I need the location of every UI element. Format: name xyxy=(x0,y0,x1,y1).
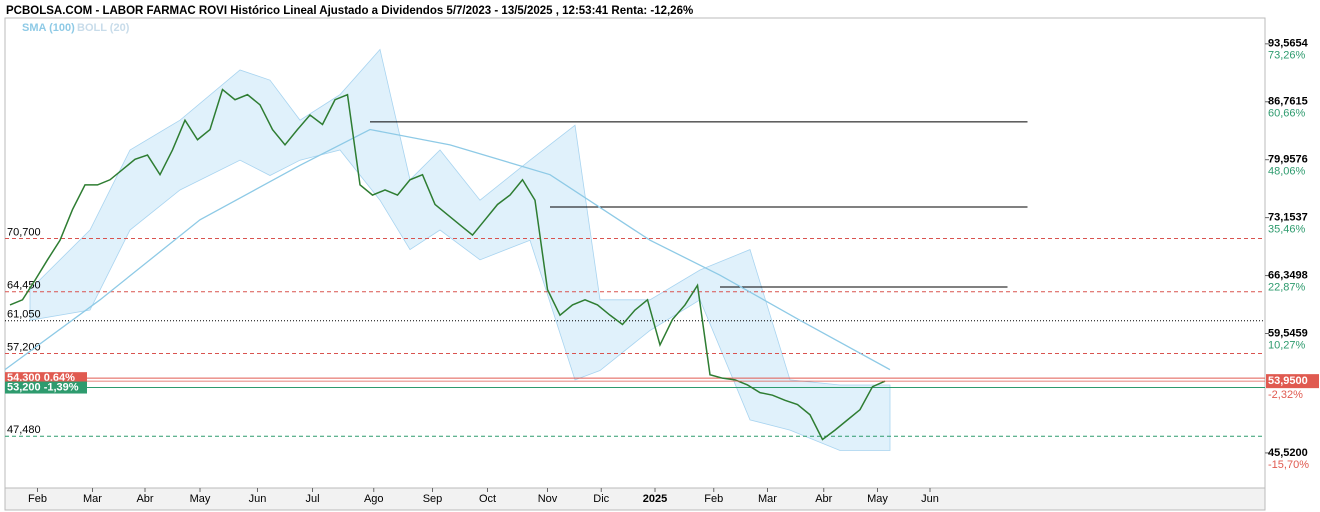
y-tick-label: 93,5654 xyxy=(1268,38,1309,50)
y-tick-pct: 22,87% xyxy=(1268,281,1306,293)
level-label: 47,480 xyxy=(7,424,41,436)
y-tick-label: 73,1537 xyxy=(1268,212,1308,224)
x-tick-label: Feb xyxy=(704,493,723,505)
x-tick-label: Jun xyxy=(249,493,267,505)
x-tick-label: 2025 xyxy=(643,493,667,505)
price-line xyxy=(9,88,886,441)
x-tick-label: May xyxy=(190,493,211,505)
current-box xyxy=(1266,374,1319,389)
x-tick-label: Mar xyxy=(83,493,102,505)
x-tick-label: May xyxy=(867,493,888,505)
level-label: 53,200 -1,39% xyxy=(7,381,79,393)
level-label: 61,050 xyxy=(7,309,41,321)
x-tick-label: Feb xyxy=(28,493,47,505)
level-label: 64,450 xyxy=(7,280,41,292)
y-tick-label: 45,5200 xyxy=(1268,447,1308,459)
level-label: 70,700 xyxy=(7,226,41,238)
x-axis-strip xyxy=(4,487,1266,511)
current-change: -2,32% xyxy=(1268,389,1303,401)
y-tick-pct: 10,27% xyxy=(1268,339,1306,351)
y-tick-label: 59,5459 xyxy=(1268,327,1308,339)
x-tick-label: Jul xyxy=(305,493,319,505)
level-box xyxy=(5,381,87,394)
y-tick-label: 79,9576 xyxy=(1268,154,1308,166)
legend-boll: BOLL (20) xyxy=(77,22,130,34)
legend-sma: SMA (100) xyxy=(22,22,75,34)
y-tick-pct: 35,46% xyxy=(1268,224,1306,236)
y-tick-pct: 73,26% xyxy=(1268,50,1306,62)
x-tick-label: Abr xyxy=(815,493,832,505)
y-tick-pct: 60,66% xyxy=(1268,108,1306,120)
x-tick-label: Abr xyxy=(136,493,153,505)
bollinger-band xyxy=(29,48,891,451)
sma-line xyxy=(4,128,891,371)
y-tick-pct: 48,06% xyxy=(1268,166,1306,178)
y-tick-label: 86,7615 xyxy=(1268,96,1308,108)
x-tick-label: Oct xyxy=(479,493,496,505)
y-tick-pct: -15,70% xyxy=(1268,459,1309,471)
x-tick-label: Jun xyxy=(921,493,939,505)
x-tick-label: Ago xyxy=(364,493,384,505)
x-tick-label: Mar xyxy=(758,493,777,505)
current-label: 53,9500 xyxy=(1268,375,1308,387)
x-tick-label: Dic xyxy=(593,493,609,505)
x-tick-label: Nov xyxy=(538,493,558,505)
chart-title: PCBOLSA.COM - LABOR FARMAC ROVI Históric… xyxy=(6,5,693,17)
y-tick-label: 66,3498 xyxy=(1268,269,1308,281)
x-tick-label: Sep xyxy=(423,493,443,505)
